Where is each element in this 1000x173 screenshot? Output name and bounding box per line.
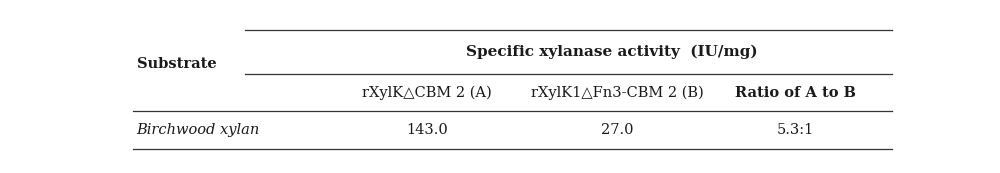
Text: Birchwood xylan: Birchwood xylan (137, 123, 260, 137)
Text: Ratio of A to B: Ratio of A to B (735, 86, 856, 100)
Text: 5.3:1: 5.3:1 (777, 123, 814, 137)
Text: 27.0: 27.0 (601, 123, 633, 137)
Text: Substrate: Substrate (137, 57, 216, 71)
Text: Specific xylanase activity  (IU/mg): Specific xylanase activity (IU/mg) (466, 45, 757, 59)
Text: 143.0: 143.0 (406, 123, 448, 137)
Text: rXylK1△Fn3-CBM 2 (B): rXylK1△Fn3-CBM 2 (B) (531, 85, 704, 100)
Text: rXylK△CBM 2 (A): rXylK△CBM 2 (A) (362, 85, 492, 100)
